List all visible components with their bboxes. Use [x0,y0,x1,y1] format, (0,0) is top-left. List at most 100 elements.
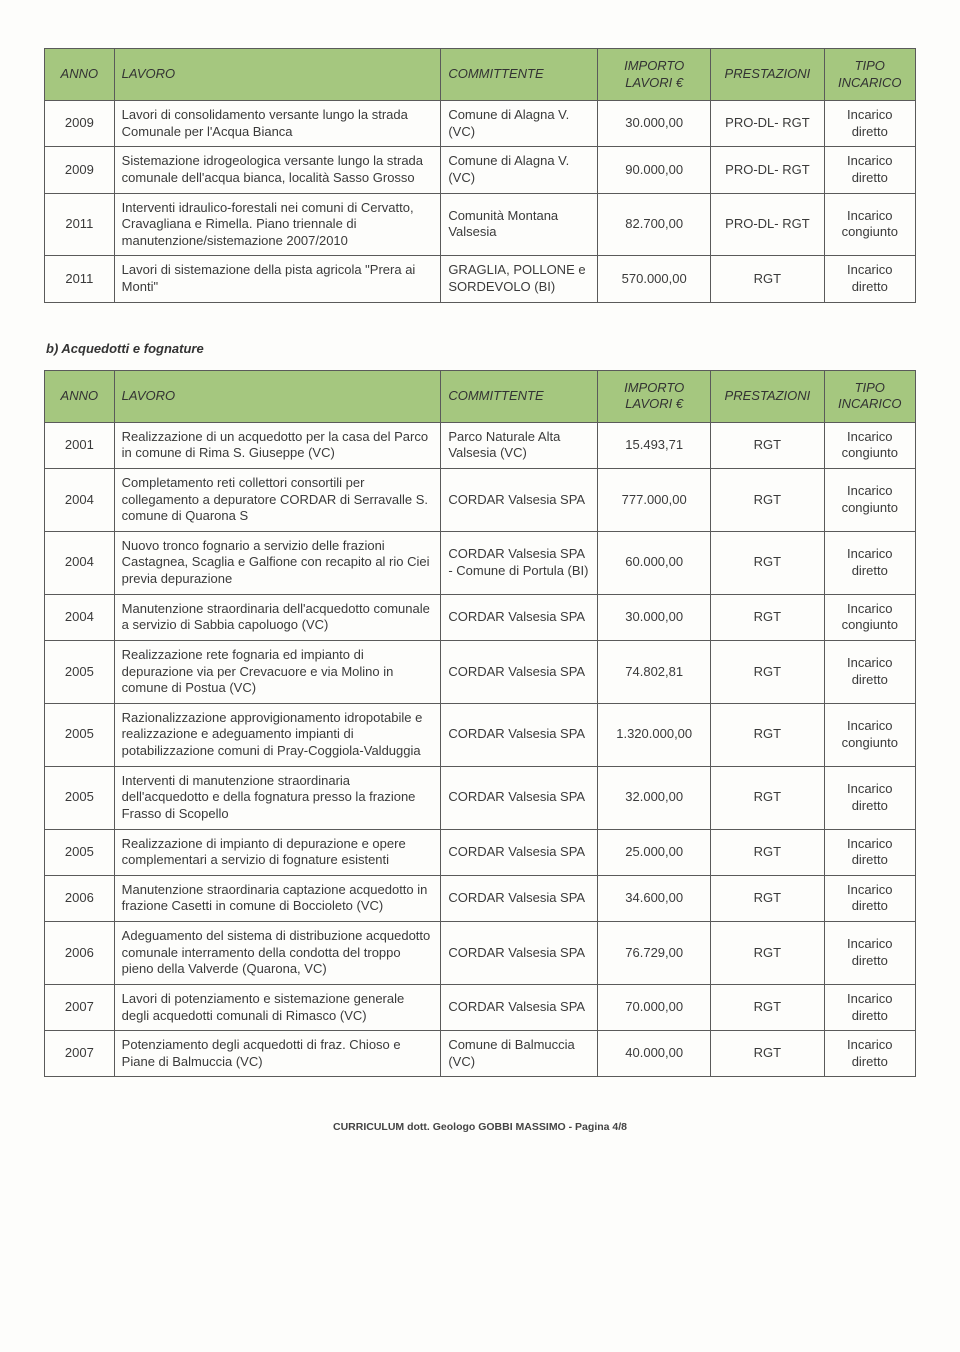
table-row: 2006Manutenzione straordinaria captazion… [45,875,916,921]
cell-committente: GRAGLIA, POLLONE e SORDEVOLO (BI) [441,256,598,302]
cell-anno: 2009 [45,147,115,193]
table-row: 2004Nuovo tronco fognario a servizio del… [45,531,916,594]
table-row: 2005Realizzazione rete fognaria ed impia… [45,640,916,703]
cell-anno: 2001 [45,422,115,468]
cell-prestazioni: PRO-DL- RGT [711,101,824,147]
cell-committente: CORDAR Valsesia SPA [441,766,598,829]
table-row: 2007Potenziamento degli acquedotti di fr… [45,1031,916,1077]
cell-committente: CORDAR Valsesia SPA [441,640,598,703]
cell-lavoro: Interventi idraulico-forestali nei comun… [114,193,441,256]
cell-lavoro: Lavori di sistemazione della pista agric… [114,256,441,302]
table-row: 2009Lavori di consolidamento versante lu… [45,101,916,147]
cell-anno: 2011 [45,256,115,302]
cell-anno: 2006 [45,922,115,985]
cell-lavoro: Adeguamento del sistema di distribuzione… [114,922,441,985]
cell-lavoro: Realizzazione di un acquedotto per la ca… [114,422,441,468]
cell-lavoro: Nuovo tronco fognario a servizio delle f… [114,531,441,594]
table-row: 2009Sistemazione idrogeologica versante … [45,147,916,193]
table-row: 2004Manutenzione straordinaria dell'acqu… [45,594,916,640]
table-works-a: ANNO LAVORO COMMITTENTE IMPORTO LAVORI €… [44,48,916,303]
cell-tipo: Incarico diretto [824,640,915,703]
cell-prestazioni: PRO-DL- RGT [711,147,824,193]
cell-committente: Comune di Balmuccia (VC) [441,1031,598,1077]
table-row: 2001Realizzazione di un acquedotto per l… [45,422,916,468]
cell-importo: 82.700,00 [598,193,711,256]
cell-prestazioni: PRO-DL- RGT [711,193,824,256]
cell-tipo: Incarico diretto [824,984,915,1030]
header-committente: COMMITTENTE [441,49,598,101]
cell-prestazioni: RGT [711,468,824,531]
header-prestazioni: PRESTAZIONI [711,370,824,422]
cell-prestazioni: RGT [711,829,824,875]
header-tipo: TIPO INCARICO [824,370,915,422]
cell-lavoro: Interventi di manutenzione straordinaria… [114,766,441,829]
cell-anno: 2007 [45,984,115,1030]
header-prestazioni: PRESTAZIONI [711,49,824,101]
header-anno: ANNO [45,370,115,422]
cell-importo: 15.493,71 [598,422,711,468]
table-header-row: ANNO LAVORO COMMITTENTE IMPORTO LAVORI €… [45,370,916,422]
cell-anno: 2011 [45,193,115,256]
cell-tipo: Incarico diretto [824,101,915,147]
cell-anno: 2006 [45,875,115,921]
cell-tipo: Incarico congiunto [824,594,915,640]
header-importo: IMPORTO LAVORI € [598,370,711,422]
header-committente: COMMITTENTE [441,370,598,422]
cell-importo: 32.000,00 [598,766,711,829]
cell-prestazioni: RGT [711,875,824,921]
cell-importo: 74.802,81 [598,640,711,703]
cell-committente: CORDAR Valsesia SPA [441,829,598,875]
table-row: 2006Adeguamento del sistema di distribuz… [45,922,916,985]
cell-tipo: Incarico diretto [824,829,915,875]
cell-tipo: Incarico congiunto [824,468,915,531]
cell-anno: 2004 [45,468,115,531]
cell-importo: 40.000,00 [598,1031,711,1077]
cell-tipo: Incarico diretto [824,766,915,829]
cell-importo: 25.000,00 [598,829,711,875]
cell-prestazioni: RGT [711,594,824,640]
header-tipo: TIPO INCARICO [824,49,915,101]
cell-tipo: Incarico diretto [824,875,915,921]
cell-lavoro: Lavori di consolidamento versante lungo … [114,101,441,147]
cell-anno: 2005 [45,640,115,703]
cell-importo: 60.000,00 [598,531,711,594]
table-header-row: ANNO LAVORO COMMITTENTE IMPORTO LAVORI €… [45,49,916,101]
cell-committente: CORDAR Valsesia SPA [441,875,598,921]
cell-importo: 777.000,00 [598,468,711,531]
cell-committente: Comunità Montana Valsesia [441,193,598,256]
cell-anno: 2004 [45,531,115,594]
cell-tipo: Incarico congiunto [824,703,915,766]
table-row: 2007Lavori di potenziamento e sistemazio… [45,984,916,1030]
cell-committente: CORDAR Valsesia SPA [441,984,598,1030]
cell-anno: 2004 [45,594,115,640]
header-anno: ANNO [45,49,115,101]
cell-anno: 2009 [45,101,115,147]
cell-committente: CORDAR Valsesia SPA [441,703,598,766]
cell-committente: CORDAR Valsesia SPA - Comune di Portula … [441,531,598,594]
cell-prestazioni: RGT [711,1031,824,1077]
cell-prestazioni: RGT [711,256,824,302]
cell-anno: 2005 [45,766,115,829]
header-lavoro: LAVORO [114,370,441,422]
cell-importo: 30.000,00 [598,594,711,640]
cell-lavoro: Lavori di potenziamento e sistemazione g… [114,984,441,1030]
table-row: 2005Realizzazione di impianto di depuraz… [45,829,916,875]
cell-committente: CORDAR Valsesia SPA [441,594,598,640]
cell-tipo: Incarico diretto [824,147,915,193]
header-lavoro: LAVORO [114,49,441,101]
cell-lavoro: Manutenzione straordinaria captazione ac… [114,875,441,921]
cell-lavoro: Potenziamento degli acquedotti di fraz. … [114,1031,441,1077]
header-importo: IMPORTO LAVORI € [598,49,711,101]
cell-importo: 30.000,00 [598,101,711,147]
table-row: 2011Lavori di sistemazione della pista a… [45,256,916,302]
section-b-title: b) Acquedotti e fognature [46,341,916,356]
cell-importo: 90.000,00 [598,147,711,193]
table-row: 2011Interventi idraulico-forestali nei c… [45,193,916,256]
cell-tipo: Incarico diretto [824,531,915,594]
cell-lavoro: Completamento reti collettori consortili… [114,468,441,531]
table-row: 2004Completamento reti collettori consor… [45,468,916,531]
cell-committente: Parco Naturale Alta Valsesia (VC) [441,422,598,468]
cell-lavoro: Sistemazione idrogeologica versante lung… [114,147,441,193]
table-works-b: ANNO LAVORO COMMITTENTE IMPORTO LAVORI €… [44,370,916,1078]
cell-prestazioni: RGT [711,422,824,468]
